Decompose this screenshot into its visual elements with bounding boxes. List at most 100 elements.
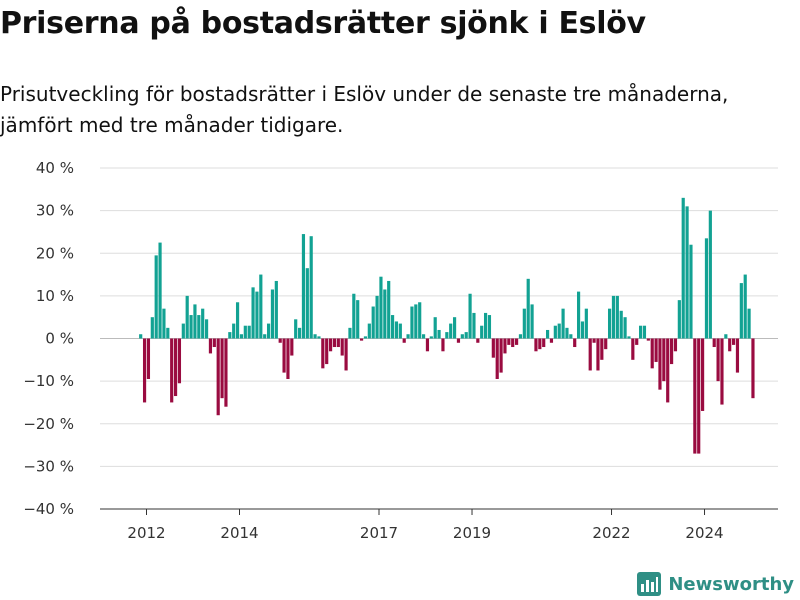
bar xyxy=(456,338,461,343)
bar xyxy=(146,338,151,379)
bar xyxy=(181,323,185,339)
bar xyxy=(216,338,220,416)
bar xyxy=(743,274,747,339)
bar xyxy=(243,325,247,339)
bar xyxy=(189,315,193,339)
bar xyxy=(472,312,476,339)
bar xyxy=(321,338,325,369)
bar xyxy=(185,295,189,339)
bar xyxy=(197,315,201,339)
bar xyxy=(596,338,600,371)
brand-logo[interactable]: Newsworthy xyxy=(637,572,794,596)
bar xyxy=(580,321,585,339)
bar xyxy=(383,289,387,339)
bar xyxy=(693,338,697,454)
bar xyxy=(557,323,561,339)
bar xyxy=(732,338,736,345)
bar xyxy=(452,317,457,339)
bar xyxy=(530,304,534,339)
chart-subtitle: Prisutveckling för bostadsrätter i Eslöv… xyxy=(0,82,729,137)
bar xyxy=(387,280,391,339)
bar xyxy=(534,338,538,352)
bar xyxy=(518,334,523,339)
bar xyxy=(565,327,569,339)
bar xyxy=(522,308,526,339)
bar xyxy=(646,338,650,341)
bar xyxy=(379,276,383,339)
bar xyxy=(635,338,639,345)
bar xyxy=(263,334,267,339)
bar xyxy=(499,338,503,373)
bar xyxy=(716,338,720,382)
bar xyxy=(352,293,356,339)
bar xyxy=(158,242,162,339)
bar xyxy=(367,323,371,339)
bar xyxy=(673,338,678,352)
bar xyxy=(627,336,631,339)
bar xyxy=(569,334,573,339)
bar xyxy=(553,325,557,339)
bar xyxy=(511,338,515,348)
bar xyxy=(666,338,670,403)
bar xyxy=(631,338,635,360)
bar xyxy=(449,323,453,339)
bar xyxy=(638,325,643,339)
bar xyxy=(212,338,216,348)
bar xyxy=(623,317,627,339)
bar xyxy=(468,293,472,339)
bar xyxy=(325,338,329,365)
bar xyxy=(139,334,143,339)
bar xyxy=(576,291,581,339)
bar xyxy=(735,338,740,373)
y-tick-label: 40 % xyxy=(36,159,74,177)
bar xyxy=(480,325,484,339)
newsworthy-logo-icon xyxy=(637,572,662,596)
bar xyxy=(437,329,441,339)
bar xyxy=(359,338,364,341)
y-tick-label: 10 % xyxy=(36,287,74,305)
bar xyxy=(720,338,724,405)
bar xyxy=(619,310,623,339)
bar xyxy=(290,338,294,356)
y-tick-label: −10 % xyxy=(23,372,74,390)
y-tick-label: 0 % xyxy=(45,330,74,348)
bar xyxy=(305,268,309,339)
bar xyxy=(611,295,616,339)
bar xyxy=(270,289,275,339)
bar xyxy=(150,317,154,339)
bar xyxy=(228,332,232,339)
bar xyxy=(689,244,693,339)
bar xyxy=(402,338,406,343)
x-tick-label: 2024 xyxy=(685,524,723,542)
brand-name: Newsworthy xyxy=(668,573,794,595)
bar xyxy=(526,278,530,339)
bar xyxy=(681,197,685,339)
bar xyxy=(356,300,360,339)
bar xyxy=(232,323,236,339)
bar xyxy=(274,280,278,339)
bar xyxy=(460,334,464,339)
bar xyxy=(483,312,488,339)
bar xyxy=(604,338,608,350)
bar xyxy=(658,338,662,390)
y-tick-label: −40 % xyxy=(23,500,74,518)
bar xyxy=(445,332,449,339)
bar xyxy=(751,338,755,399)
bar xyxy=(650,338,654,369)
bar xyxy=(204,319,209,339)
bar xyxy=(607,308,612,339)
bar xyxy=(507,338,511,345)
bar xyxy=(394,321,399,339)
bar xyxy=(154,255,158,339)
bar xyxy=(739,283,743,339)
bar xyxy=(344,338,348,371)
bar xyxy=(224,338,228,407)
bar xyxy=(166,327,170,339)
bar xyxy=(549,338,554,343)
bar xyxy=(410,306,414,339)
bar xyxy=(309,236,313,339)
bar xyxy=(375,295,379,339)
bar xyxy=(301,234,306,339)
bar xyxy=(390,315,395,339)
bar xyxy=(255,291,259,339)
